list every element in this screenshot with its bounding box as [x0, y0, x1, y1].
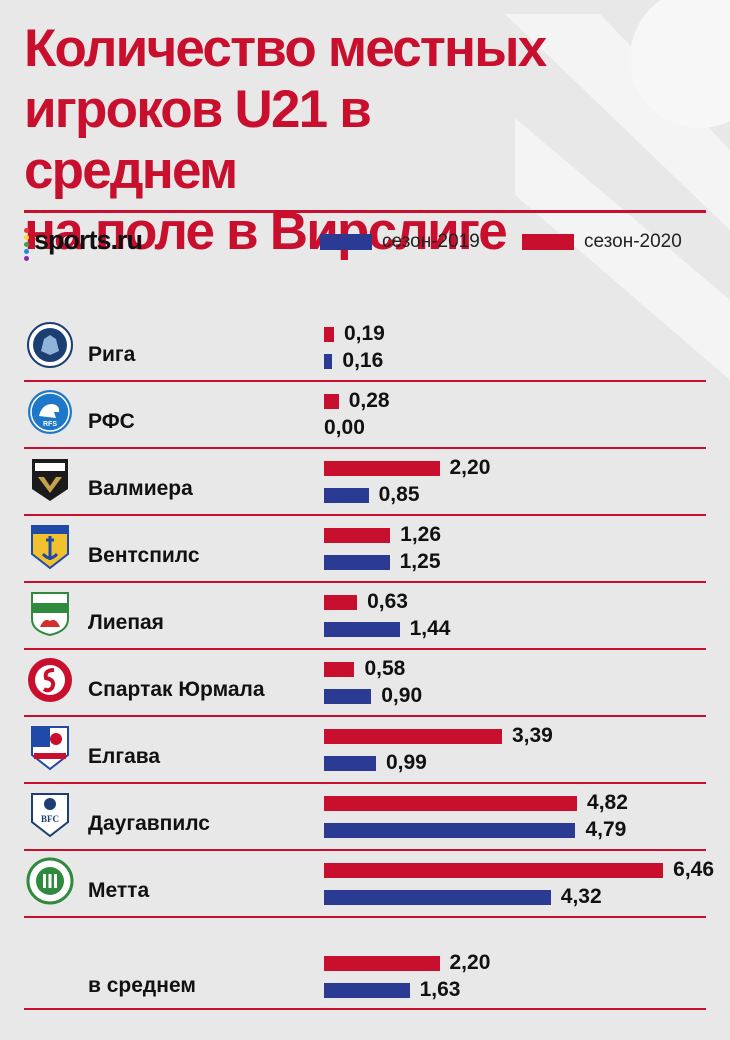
value-label-2019: 0,16 — [342, 349, 384, 372]
legend-swatch-2019 — [320, 234, 372, 250]
value-label-2019: 1,44 — [409, 617, 451, 640]
metta-badge-icon — [26, 857, 74, 905]
bar-2020 — [324, 394, 339, 409]
value-label-2019: 4,79 — [585, 818, 627, 841]
category-label: Метта — [88, 879, 150, 902]
bar-2019 — [324, 555, 390, 570]
bar-2019 — [324, 488, 369, 503]
bar-2019 — [324, 890, 551, 905]
value-label-2020: 0,63 — [367, 590, 408, 613]
bar-2020 — [324, 796, 578, 811]
jelgava-badge-icon — [26, 723, 74, 771]
chart-row: Спартак Юрмала 0,58 0,90 — [24, 652, 706, 719]
chart-row: RFS РФС 0,28 0,00 — [24, 384, 706, 451]
value-label-2019: 0,00 — [324, 416, 365, 439]
category-label: Елгава — [88, 745, 161, 768]
row-divider — [24, 581, 706, 583]
value-label-2020: 0,58 — [364, 657, 406, 680]
value-label-2019: 1,25 — [399, 550, 441, 573]
row-divider — [24, 1008, 706, 1010]
chart-row: в среднем 2,20 1,63 — [24, 946, 706, 1013]
spartaks-badge-icon — [26, 656, 74, 704]
row-divider — [24, 514, 706, 516]
chart-row: Вентспилс 1,26 1,25 — [24, 518, 706, 585]
chart-row: BFC Даугавпилс 4,82 4,79 — [24, 786, 706, 853]
category-label: Валмиера — [88, 477, 193, 500]
row-divider — [24, 380, 706, 382]
brand-name: sports.ru — [34, 225, 143, 255]
bar-2020 — [324, 956, 440, 971]
logo-dots-icon — [24, 228, 30, 262]
value-label-2019: 1,63 — [419, 978, 461, 1001]
category-label: Даугавпилс — [88, 812, 210, 835]
value-label-2020: 1,26 — [400, 523, 442, 546]
bar-2020 — [324, 729, 502, 744]
chart-row: Рига 0,19 0,16 — [24, 317, 706, 384]
row-divider — [24, 648, 706, 650]
bar-2020 — [324, 863, 664, 878]
bar-2020 — [324, 528, 391, 543]
value-label-2019: 0,85 — [378, 483, 420, 506]
value-label-2019: 0,99 — [385, 751, 427, 774]
value-label-2019: 4,32 — [560, 885, 602, 908]
bar-2020 — [324, 327, 334, 342]
bar-2019 — [324, 983, 410, 998]
legend-label-2020: сезон-2020 — [584, 231, 682, 252]
category-label: Вентспилс — [88, 544, 200, 567]
chart-row: Метта 6,46 4,32 — [24, 853, 714, 920]
liepaja-badge-icon — [26, 589, 74, 637]
svg-text:RFS: RFS — [43, 421, 57, 428]
riga-badge-icon — [26, 321, 74, 369]
bar-2019 — [324, 823, 576, 838]
chart-row: Елгава 3,39 0,99 — [24, 719, 706, 786]
svg-text:BFC: BFC — [41, 814, 59, 824]
chart-row: Лиепая 0,63 1,44 — [24, 585, 706, 652]
value-label-2020: 2,20 — [449, 951, 491, 974]
bar-2019 — [324, 622, 400, 637]
ventspils-badge-icon — [26, 522, 74, 570]
daugavpils-badge-icon: BFC — [26, 790, 74, 838]
bar-2019 — [324, 354, 333, 369]
legend-swatch-2020 — [522, 234, 574, 250]
value-label-2020: 6,46 — [673, 858, 715, 881]
row-divider — [24, 447, 706, 449]
bar-2020 — [324, 662, 355, 677]
category-label: РФС — [88, 410, 135, 433]
category-label: в среднем — [88, 974, 196, 997]
row-divider — [24, 916, 706, 918]
value-label-2020: 2,20 — [449, 456, 491, 479]
chart-row: Валмиера 2,20 0,85 — [24, 451, 706, 518]
value-label-2020: 0,28 — [348, 389, 390, 412]
header-divider — [24, 210, 706, 213]
category-label: Рига — [88, 343, 136, 366]
value-label-2020: 0,19 — [343, 322, 385, 345]
value-label-2020: 3,39 — [511, 724, 553, 747]
row-divider — [24, 849, 706, 851]
background-decoration — [505, 0, 730, 380]
row-divider — [24, 715, 706, 717]
bar-2019 — [324, 689, 372, 704]
category-label: Спартак Юрмала — [88, 678, 265, 701]
bar-2020 — [324, 461, 440, 476]
bar-2020 — [324, 595, 358, 610]
rfs-badge-icon: RFS — [26, 388, 74, 436]
value-label-2020: 4,82 — [587, 791, 628, 814]
legend-label-2019: сезон-2019 — [382, 231, 480, 252]
row-divider — [24, 782, 706, 784]
category-label: Лиепая — [88, 611, 164, 634]
bar-2019 — [324, 756, 376, 771]
valmiera-badge-icon — [26, 455, 74, 503]
value-label-2019: 0,90 — [381, 684, 423, 707]
